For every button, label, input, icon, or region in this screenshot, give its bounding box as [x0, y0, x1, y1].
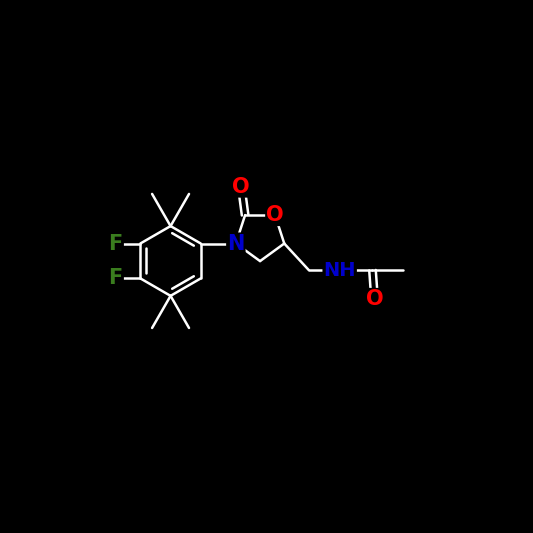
Text: O: O: [232, 176, 250, 197]
Text: F: F: [109, 269, 123, 288]
Text: O: O: [366, 289, 383, 309]
Text: O: O: [266, 205, 284, 225]
Text: NH: NH: [324, 261, 356, 280]
Text: N: N: [227, 233, 245, 254]
Text: F: F: [109, 233, 123, 254]
